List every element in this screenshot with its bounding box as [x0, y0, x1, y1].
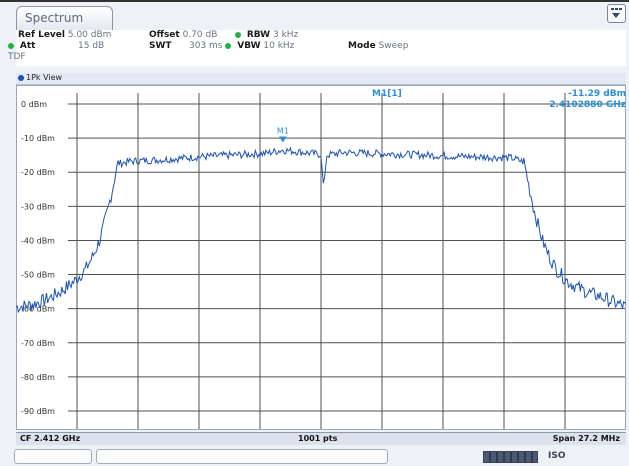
vbw-coupled-dot-icon	[225, 42, 232, 49]
y-tick-label: -30 dBm	[21, 202, 55, 211]
mode-value: Sweep	[378, 41, 409, 51]
settings-panel: Ref Level 5.00 dBm Offset 0.70 dB RBW 3 …	[8, 30, 626, 66]
swt-setting[interactable]: SWT	[149, 41, 172, 51]
vbw-label: VBW	[237, 41, 261, 51]
mode-label: Mode	[348, 41, 376, 51]
tdf-label: TDF	[8, 52, 26, 62]
span-value[interactable]: Span 27.2 MHz	[552, 434, 620, 443]
swt-value: 303 ms	[189, 41, 223, 51]
att-value: 15 dB	[78, 41, 105, 51]
y-tick-label: -60 dBm	[21, 305, 55, 314]
y-tick-label: -90 dBm	[21, 407, 55, 416]
vbw-value: 10 kHz	[263, 41, 295, 51]
rbw-label: RBW	[246, 30, 271, 40]
att-label: Att	[19, 41, 36, 51]
y-tick-label: -40 dBm	[21, 236, 55, 245]
status-bar: ISO	[0, 447, 629, 466]
ref-level-value: 5.00 dBm	[67, 30, 112, 40]
ref-level-label: Ref Level	[18, 30, 65, 40]
marker-level: -11.29 dBm	[567, 89, 626, 99]
rbw-value: 3 kHz	[272, 30, 299, 40]
y-tick-label: 0 dBm	[21, 100, 47, 109]
center-frequency[interactable]: CF 2.412 GHz	[20, 434, 81, 443]
top-border	[0, 0, 629, 2]
marker-flag-label: M1	[277, 127, 289, 136]
y-tick-label: -50 dBm	[21, 271, 55, 280]
rbw-setting[interactable]: RBW 3 kHz	[235, 30, 298, 40]
y-tick-label: -20 dBm	[21, 168, 55, 177]
view-label: 1Pk View	[26, 73, 63, 82]
footer-bar: CF 2.412 GHz 1001 pts Span 27.2 MHz	[16, 432, 626, 445]
y-tick-label: -10 dBm	[21, 134, 55, 143]
y-tick-label: -70 dBm	[21, 339, 55, 348]
rbw-coupled-dot-icon	[235, 31, 241, 38]
marker-triangle	[278, 136, 287, 143]
view-active-dot-icon	[18, 75, 24, 81]
tab-spectrum[interactable]: Spectrum	[16, 6, 113, 31]
status-field-message[interactable]	[96, 449, 388, 464]
spectrum-trace	[15, 146, 627, 314]
plot-border	[16, 85, 626, 430]
offset-value: 0.70 dB	[182, 30, 218, 40]
status-field-left[interactable]	[14, 449, 92, 464]
menu-dropdown-icon[interactable]	[607, 4, 626, 23]
swt-value-group: 303 ms VBW 10 kHz	[189, 41, 294, 51]
sweep-points[interactable]: 1001 pts	[298, 434, 338, 443]
offset-setting[interactable]: Offset 0.70 dB	[149, 30, 217, 40]
offset-label: Offset	[149, 30, 180, 40]
marker-name: M1[1]	[372, 89, 402, 99]
att-setting[interactable]: Att	[8, 41, 35, 51]
y-tick-label: -80 dBm	[21, 373, 55, 382]
view-header[interactable]: 1Pk View	[16, 73, 626, 85]
spectrum-chart: 0 dBm -10 dBm -20 dBm -30 dBm -40 dBm -50 dBm…	[15, 85, 627, 430]
status-indicator: ISO	[548, 451, 566, 461]
sweep-progress-bar	[483, 451, 538, 463]
ref-level-setting[interactable]: Ref Level 5.00 dBm	[18, 30, 111, 40]
tab-spectrum-label: Spectrum	[25, 11, 84, 25]
mode-setting[interactable]: Mode Sweep	[348, 41, 408, 51]
att-coupled-dot-icon	[8, 42, 14, 49]
swt-label: SWT	[149, 41, 172, 51]
marker-frequency: 2.4102880 GHz	[549, 100, 626, 110]
spectrum-plot[interactable]: 0 dBm -10 dBm -20 dBm -30 dBm -40 dBm -50 dBm…	[15, 85, 627, 430]
